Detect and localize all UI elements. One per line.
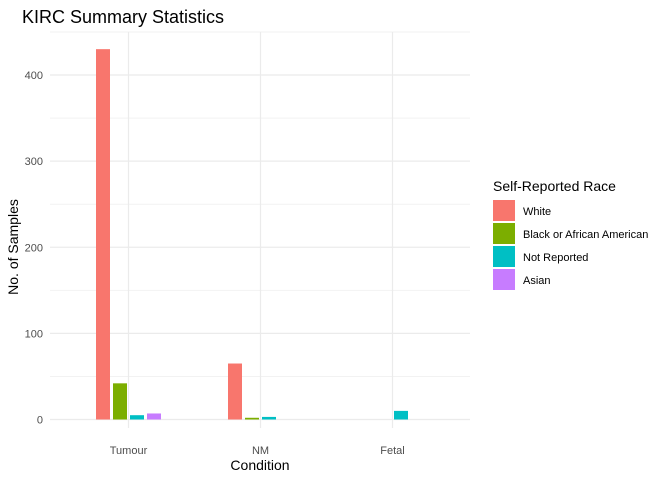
- bar: [113, 383, 127, 420]
- bar: [147, 413, 161, 420]
- bar: [130, 415, 144, 420]
- legend-label: Black or African American: [523, 229, 648, 241]
- legend-label: Not Reported: [523, 252, 588, 264]
- legend-items: White Black or African American Not Report…: [493, 200, 648, 290]
- bar: [394, 410, 408, 420]
- x-axis-ticks: Tumour NM Fetal: [110, 445, 405, 457]
- y-axis-ticks: 0 100 200 300 400: [25, 70, 43, 427]
- x-tick-label: NM: [252, 445, 269, 457]
- x-axis-title: Condition: [230, 457, 289, 473]
- y-tick-label: 200: [25, 242, 43, 254]
- plot-panel: [50, 31, 470, 428]
- bar: [262, 416, 276, 420]
- y-axis-title: No. of Samples: [5, 199, 21, 295]
- bar: [96, 49, 110, 420]
- y-tick-label: 300: [25, 156, 43, 168]
- legend-key: [493, 200, 515, 221]
- bars: [96, 49, 408, 420]
- legend-key: [493, 223, 515, 244]
- x-tick-label: Tumour: [110, 445, 148, 457]
- x-tick-label: Fetal: [380, 445, 404, 457]
- legend-title: Self-Reported Race: [493, 178, 616, 194]
- bar: [245, 417, 259, 420]
- legend-label: Asian: [523, 275, 551, 287]
- y-tick-label: 400: [25, 70, 43, 82]
- legend: Self-Reported Race White Black or African…: [493, 178, 648, 290]
- chart-title: KIRC Summary Statistics: [22, 7, 224, 27]
- y-tick-label: 100: [25, 328, 43, 340]
- y-tick-label: 0: [37, 415, 43, 427]
- legend-key: [493, 246, 515, 267]
- legend-key: [493, 269, 515, 290]
- grid-major: [50, 32, 470, 428]
- bar: [228, 363, 242, 420]
- legend-label: White: [523, 206, 551, 218]
